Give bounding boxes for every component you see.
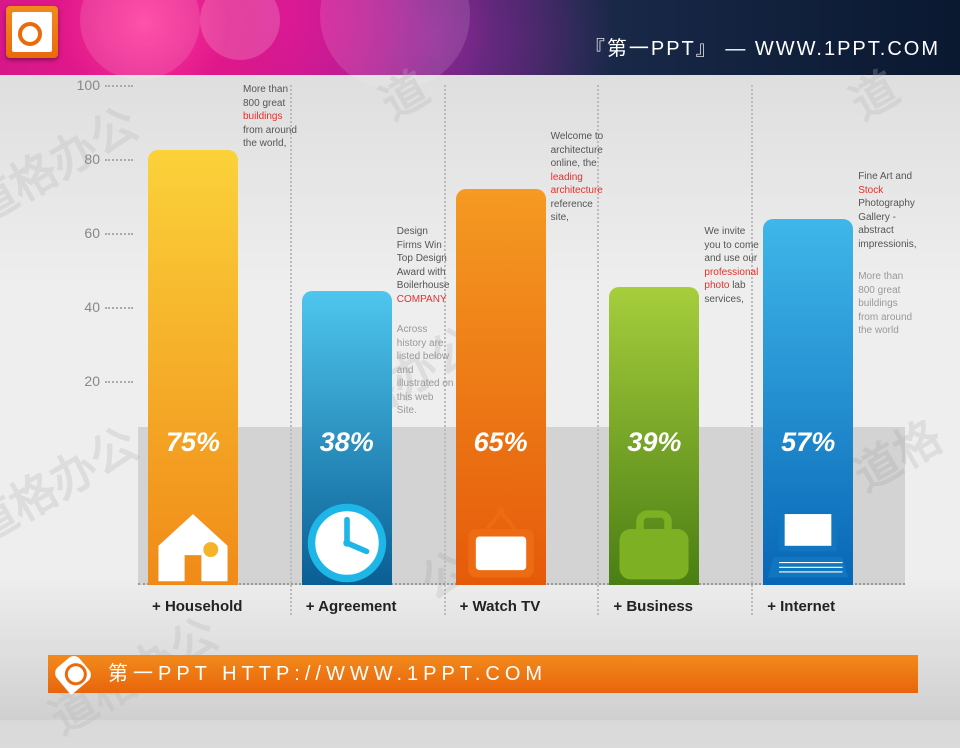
bar-percent: 65% — [456, 427, 546, 458]
banner-brand: 『第一PPT』 — WWW.1PPT.COM — [585, 32, 940, 61]
bar-description: Fine Art and Stock Photography Gallery -… — [858, 170, 916, 251]
chart-column: 38% Design Firms Win Top Design Award wi… — [292, 85, 446, 615]
category-label: Watch TV — [446, 598, 598, 615]
footer-bar: 第一PPT HTTP://WWW.1PPT.COM — [48, 655, 918, 693]
bar-percent: 75% — [148, 427, 238, 458]
category-label: Agreement — [292, 598, 444, 615]
tv-icon — [456, 495, 546, 585]
y-tick: 20 — [60, 373, 100, 389]
y-gridline — [105, 307, 133, 309]
category-label: Household — [138, 598, 290, 615]
bar-percent: 38% — [302, 427, 392, 458]
y-gridline — [105, 381, 133, 383]
bar-percent: 57% — [763, 427, 853, 458]
chart-column: 57% Fine Art and Stock Photography Galle… — [753, 85, 905, 615]
bar-description-secondary: More than 800 great buildings from aroun… — [858, 270, 916, 338]
briefcase-icon — [609, 495, 699, 585]
bar-percent: 39% — [609, 427, 699, 458]
computer-icon — [763, 495, 853, 585]
y-tick: 80 — [60, 151, 100, 167]
chart-column: 65% Welcome to architecture online, the … — [446, 85, 600, 615]
house-icon — [148, 495, 238, 585]
y-tick: 100 — [60, 77, 100, 93]
footer-text: 第一PPT HTTP://WWW.1PPT.COM — [108, 663, 547, 685]
y-tick: 60 — [60, 225, 100, 241]
chart-column: 75% More than 800 great buildings from a… — [138, 85, 292, 615]
chart-column: 39% We invite you to come and use our pr… — [599, 85, 753, 615]
y-tick: 40 — [60, 299, 100, 315]
y-axis: 20406080100 — [60, 85, 138, 455]
y-gridline — [105, 159, 133, 161]
y-gridline — [105, 85, 133, 87]
category-label: Internet — [753, 598, 905, 615]
chart-plot: 75% More than 800 great buildings from a… — [138, 85, 905, 615]
powerpoint-icon — [6, 6, 58, 58]
top-banner: 『第一PPT』 — WWW.1PPT.COM — [0, 0, 960, 75]
pencil-icon — [52, 653, 94, 695]
y-gridline — [105, 233, 133, 235]
category-label: Business — [599, 598, 751, 615]
clock-icon — [302, 495, 392, 585]
bar-chart: 20406080100 75% More than 800 great buil… — [60, 85, 905, 625]
